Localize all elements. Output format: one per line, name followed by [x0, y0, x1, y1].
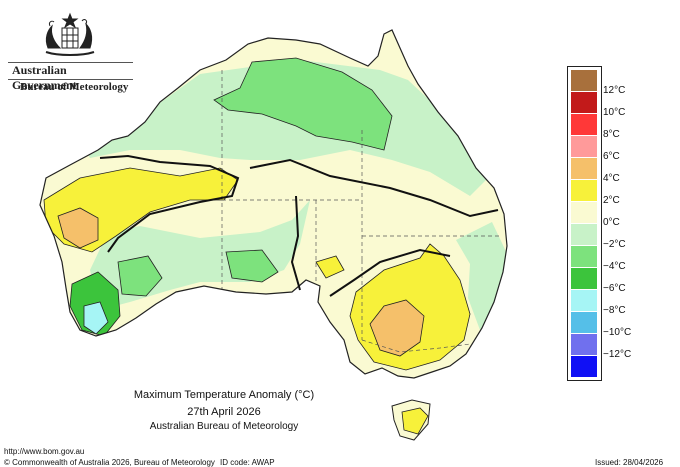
footer-issued: Issued: 28/04/2026 [595, 458, 664, 467]
legend-swatch [571, 136, 597, 157]
color-legend [567, 66, 602, 381]
legend-swatch [571, 246, 597, 267]
legend-swatch [571, 356, 597, 377]
footer-url[interactable]: http://www.bom.gov.au [4, 447, 85, 456]
map-source: Australian Bureau of Meteorology [149, 421, 299, 432]
footer-id-code: ID code: AWAP [220, 458, 275, 467]
legend-swatch [571, 92, 597, 113]
commonwealth-coat-of-arms-icon [45, 12, 95, 56]
legend-label: −12°C [603, 349, 632, 360]
legend-swatch [571, 290, 597, 311]
branding: Australian Government Bureau of Meteorol… [8, 12, 133, 97]
legend-swatch [571, 224, 597, 245]
legend-label: 10°C [603, 107, 626, 118]
legend-swatch [571, 70, 597, 91]
legend-label: 0°C [603, 217, 620, 228]
legend-label: 2°C [603, 195, 620, 206]
map-title: Maximum Temperature Anomaly (°C) [133, 389, 315, 401]
legend-label: −4°C [603, 261, 626, 272]
legend-swatch [571, 268, 597, 289]
legend-label: −10°C [603, 327, 632, 338]
legend-label: 12°C [603, 85, 626, 96]
legend-swatch [571, 114, 597, 135]
legend-swatch [571, 180, 597, 201]
legend-swatch [571, 334, 597, 355]
legend-label: −2°C [603, 239, 626, 250]
legend-swatch [571, 202, 597, 223]
government-name: Australian Government [12, 63, 77, 92]
legend-label: −8°C [603, 305, 626, 316]
map-date: 27th April 2026 [187, 406, 261, 418]
footer-copyright: © Commonwealth of Australia 2026, Bureau… [4, 458, 215, 467]
legend-label: −6°C [603, 283, 626, 294]
legend-label: 4°C [603, 173, 620, 184]
legend-swatch [571, 312, 597, 333]
legend-label: 6°C [603, 151, 620, 162]
legend-swatch [571, 158, 597, 179]
bureau-name: Bureau of Meteorology [20, 81, 129, 93]
legend-label: 8°C [603, 129, 620, 140]
